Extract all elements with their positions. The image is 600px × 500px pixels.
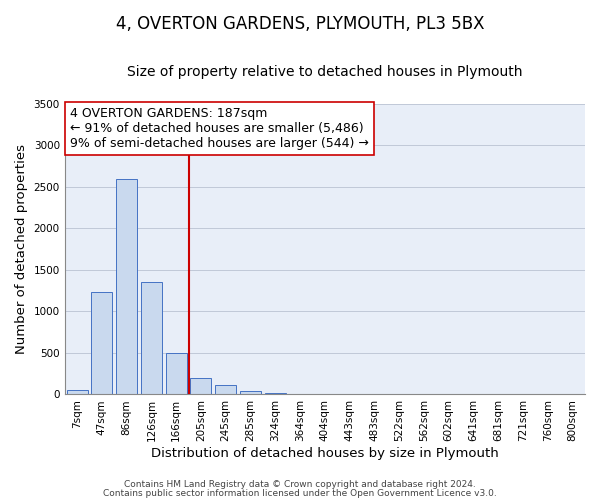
X-axis label: Distribution of detached houses by size in Plymouth: Distribution of detached houses by size … [151, 447, 499, 460]
Title: Size of property relative to detached houses in Plymouth: Size of property relative to detached ho… [127, 65, 523, 79]
Bar [141, 282, 162, 395]
Bar [91, 292, 112, 394]
Bar [190, 378, 211, 394]
Bar [166, 353, 187, 395]
Text: Contains HM Land Registry data © Crown copyright and database right 2024.: Contains HM Land Registry data © Crown c… [124, 480, 476, 489]
Text: 4, OVERTON GARDENS, PLYMOUTH, PL3 5BX: 4, OVERTON GARDENS, PLYMOUTH, PL3 5BX [116, 15, 484, 33]
Bar [116, 180, 137, 394]
Bar [67, 390, 88, 394]
Bar [265, 393, 286, 394]
Bar [215, 386, 236, 394]
Y-axis label: Number of detached properties: Number of detached properties [15, 144, 28, 354]
Text: 4 OVERTON GARDENS: 187sqm
← 91% of detached houses are smaller (5,486)
9% of sem: 4 OVERTON GARDENS: 187sqm ← 91% of detac… [70, 106, 369, 150]
Text: Contains public sector information licensed under the Open Government Licence v3: Contains public sector information licen… [103, 489, 497, 498]
Bar [240, 390, 261, 394]
